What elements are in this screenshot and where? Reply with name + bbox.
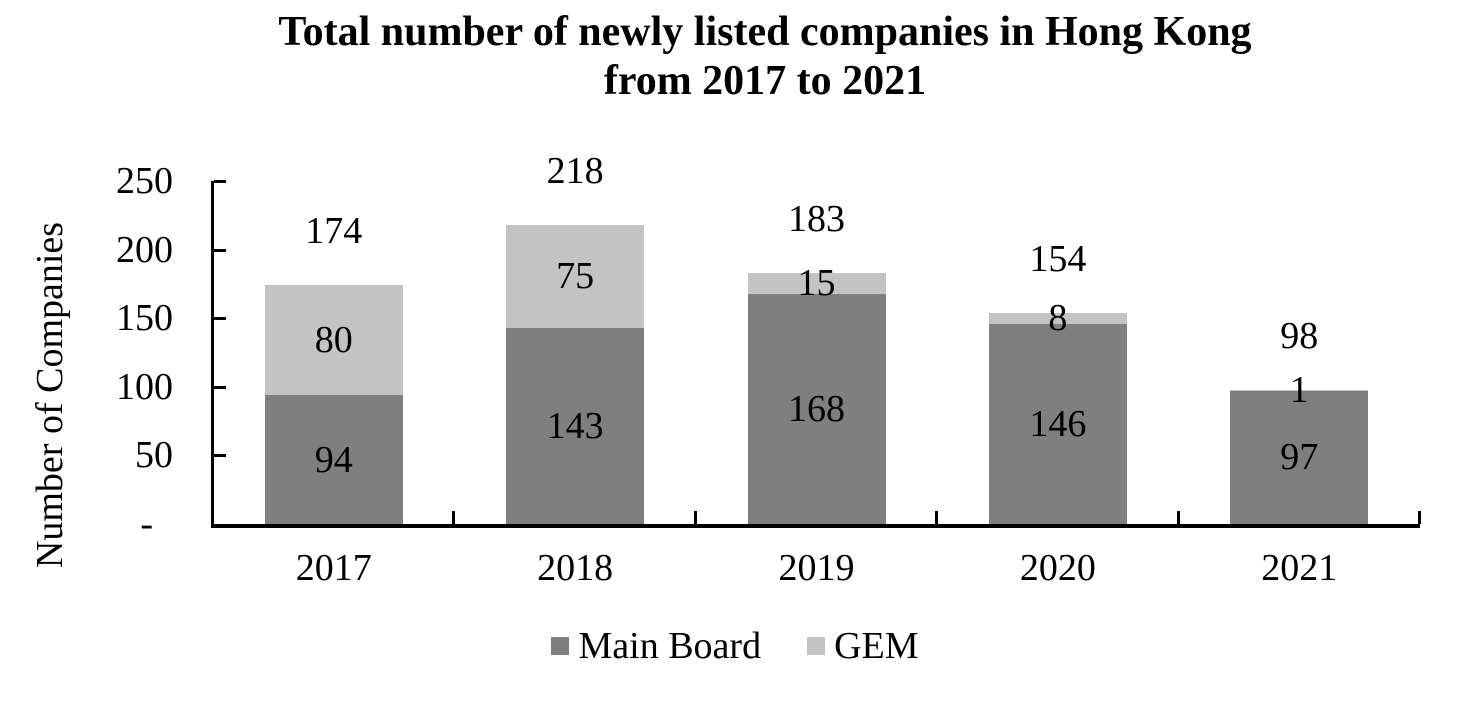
gem-value-label: 1 [1289, 369, 1309, 412]
y-tick-label: 250 [116, 160, 173, 202]
legend-item-main-board: Main Board [551, 624, 761, 668]
x-tick [693, 511, 697, 524]
x-tick [935, 511, 939, 524]
bar-segment-main-board: 168 [747, 293, 886, 524]
x-axis-label-2018: 2018 [537, 547, 614, 589]
x-axis-line [211, 524, 1420, 528]
y-tick [214, 454, 226, 458]
main-board-value-label: 168 [788, 387, 845, 430]
gem-value-label: 8 [1048, 297, 1068, 340]
total-value-label: 98 [1280, 314, 1319, 357]
main-board-value-label: 143 [546, 404, 604, 447]
legend: Main Board GEM [7, 622, 1463, 670]
bar-segment-gem [988, 312, 1127, 324]
bar-segment-gem [264, 285, 403, 396]
main-board-value-label: 97 [1280, 436, 1319, 479]
x-axis-label-2020: 2020 [1019, 547, 1096, 589]
bar-segment-gem [747, 272, 886, 294]
gem-value-label: 75 [556, 255, 595, 298]
bar-segment-main-board: 146 [988, 323, 1127, 524]
bar-segment-gem [1230, 389, 1369, 391]
legend-swatch-gem [807, 637, 826, 655]
chart-title-line1: Total number of newly listed companies i… [278, 9, 1252, 55]
legend-item-gem: GEM [807, 624, 919, 668]
x-axis-label-2017: 2017 [295, 547, 372, 589]
y-tick-label: - [140, 503, 153, 545]
bar-segment-gem [506, 224, 645, 328]
legend-swatch-main-board [551, 637, 570, 655]
chart-title-line2: from 2017 to 2021 [603, 58, 927, 104]
y-tick [214, 385, 226, 389]
main-board-value-label: 94 [314, 438, 353, 481]
gem-value-label: 80 [314, 319, 353, 362]
total-value-label: 154 [1029, 237, 1087, 280]
bar-segment-main-board: 94 [264, 395, 403, 524]
bar-segment-main-board: 143 [506, 327, 645, 524]
gem-value-label: 15 [797, 262, 836, 305]
total-value-label: 183 [788, 197, 845, 240]
y-tick-label: 200 [116, 228, 173, 271]
x-tick [1418, 511, 1421, 524]
y-tick [214, 317, 226, 321]
x-axis-label-2021: 2021 [1261, 547, 1338, 589]
total-value-label: 218 [546, 149, 604, 192]
y-axis-line [211, 181, 214, 528]
legend-label: Main Board [578, 625, 762, 667]
y-tick [214, 248, 226, 252]
y-tick-label: 150 [116, 297, 173, 340]
chart-title: Total number of newly listed companies i… [67, 8, 1463, 106]
bar-segment-main-board: 97 [1230, 390, 1369, 524]
total-value-label: 174 [305, 210, 363, 253]
x-tick [1176, 511, 1180, 524]
legend-label: GEM [834, 625, 919, 667]
x-axis-label-2019: 2019 [778, 547, 855, 589]
y-tick-label: 100 [116, 365, 173, 408]
main-board-value-label: 146 [1029, 402, 1087, 445]
x-tick [452, 511, 456, 524]
y-tick [214, 180, 226, 183]
y-tick-label: 50 [135, 434, 173, 477]
